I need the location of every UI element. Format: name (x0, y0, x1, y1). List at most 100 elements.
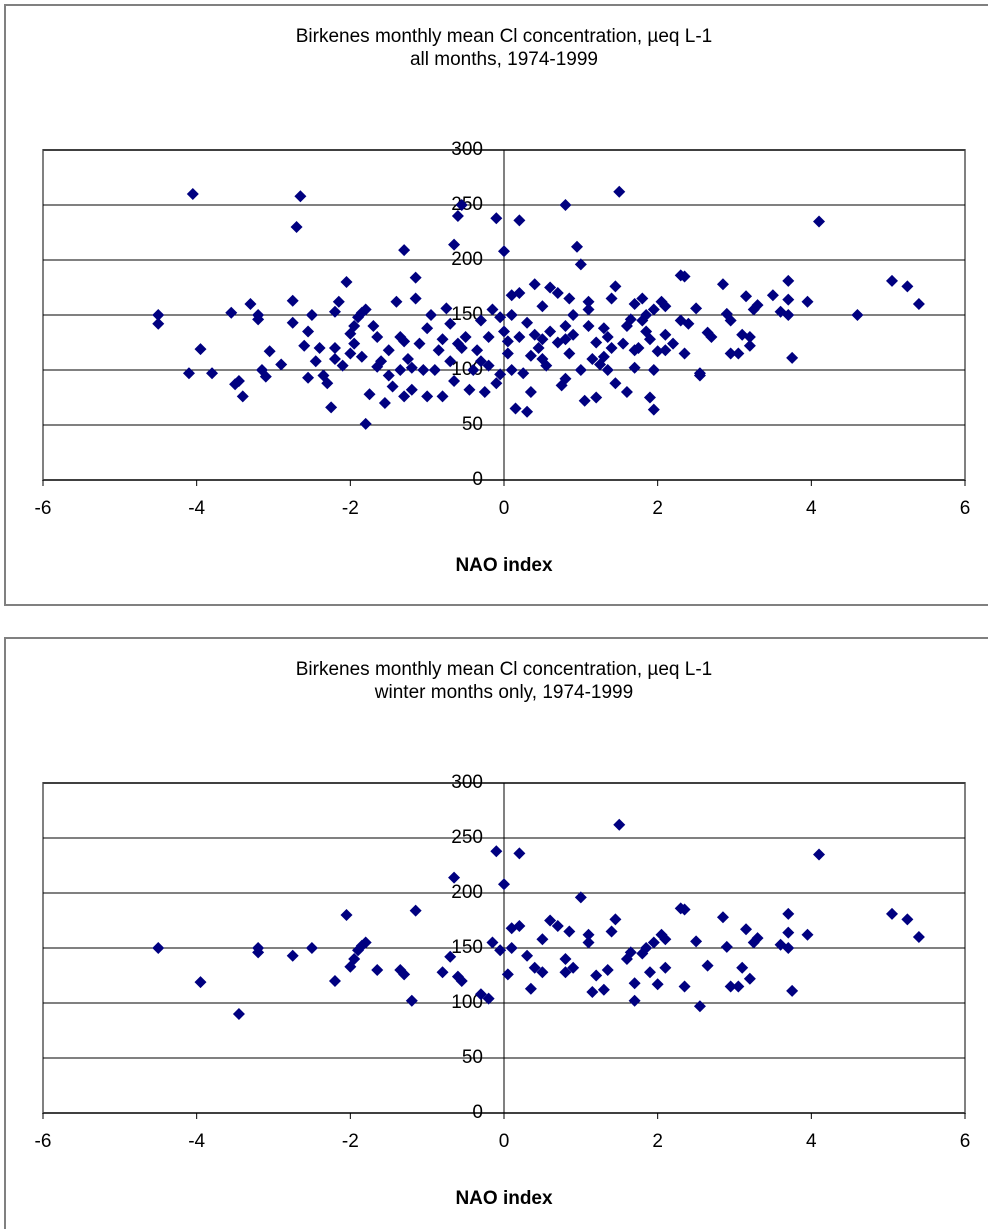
y-tick-label: 150 (451, 304, 483, 325)
point (501, 968, 514, 981)
point (328, 353, 341, 365)
point (647, 936, 660, 949)
point (409, 271, 422, 284)
point (716, 911, 729, 924)
point (186, 188, 199, 200)
point (286, 294, 299, 307)
y-tick-label: 50 (462, 1047, 483, 1068)
point (628, 361, 641, 374)
point (471, 344, 484, 357)
point (505, 364, 518, 376)
point (524, 349, 537, 362)
point (275, 358, 288, 371)
point (455, 199, 468, 211)
point (252, 313, 265, 326)
point (474, 314, 487, 327)
point (398, 244, 411, 257)
point (886, 907, 899, 920)
point (912, 298, 925, 310)
point (332, 295, 345, 308)
point (328, 975, 341, 987)
point (597, 983, 610, 996)
point (348, 337, 361, 350)
point (521, 316, 534, 329)
point (528, 961, 541, 974)
point (513, 847, 526, 860)
point (578, 394, 591, 407)
point (355, 350, 368, 363)
point (409, 904, 422, 917)
point (813, 215, 826, 228)
point (513, 331, 526, 343)
point (682, 317, 695, 330)
x-tick-label: 4 (806, 1131, 817, 1152)
point (640, 942, 653, 954)
point (398, 968, 411, 981)
point (390, 295, 403, 308)
x-tick-label: 2 (652, 498, 663, 519)
point (513, 287, 526, 299)
point (720, 940, 733, 953)
point (740, 290, 753, 303)
point (448, 871, 461, 884)
point (532, 342, 545, 354)
point (567, 328, 580, 341)
point (640, 309, 653, 321)
point (486, 303, 499, 316)
point (405, 994, 418, 1007)
point (482, 992, 495, 1005)
point (690, 302, 703, 315)
point (782, 907, 795, 920)
point (536, 333, 549, 346)
x-tick-label: 2 (652, 1131, 663, 1152)
point (340, 909, 353, 921)
point (375, 355, 388, 368)
point (570, 240, 583, 253)
point (724, 314, 737, 327)
point (498, 325, 510, 338)
point (628, 298, 641, 310)
point (448, 375, 461, 387)
y-tick-label: 200 (451, 882, 483, 903)
point (494, 368, 507, 381)
point (582, 936, 595, 949)
point (551, 920, 564, 932)
point (801, 928, 814, 941)
point (782, 293, 795, 306)
point (474, 988, 487, 1001)
point (801, 295, 814, 308)
point (901, 280, 914, 293)
point (544, 325, 557, 338)
point (298, 339, 311, 352)
point (620, 386, 633, 398)
point (371, 331, 384, 343)
point (582, 928, 595, 941)
point (624, 946, 637, 959)
x-tick-label: -2 (342, 498, 359, 519)
point (455, 975, 468, 987)
point (451, 210, 464, 222)
point (586, 353, 599, 365)
chart-frame (4, 4, 988, 606)
point (444, 950, 457, 963)
x-tick-label: -6 (35, 498, 52, 519)
point (901, 913, 914, 926)
point (886, 274, 899, 287)
x-tick-label: 4 (806, 498, 817, 519)
point (540, 359, 553, 372)
point (536, 933, 549, 946)
point (490, 377, 503, 390)
point (501, 335, 514, 348)
point (716, 278, 729, 291)
point (401, 353, 414, 365)
point (605, 342, 618, 354)
point (302, 325, 315, 338)
x-tick-label: -4 (188, 498, 205, 519)
point (482, 331, 495, 343)
point (336, 359, 349, 372)
point (740, 923, 753, 936)
point (344, 347, 357, 360)
point (605, 925, 618, 938)
point (286, 949, 299, 962)
point (628, 994, 641, 1007)
